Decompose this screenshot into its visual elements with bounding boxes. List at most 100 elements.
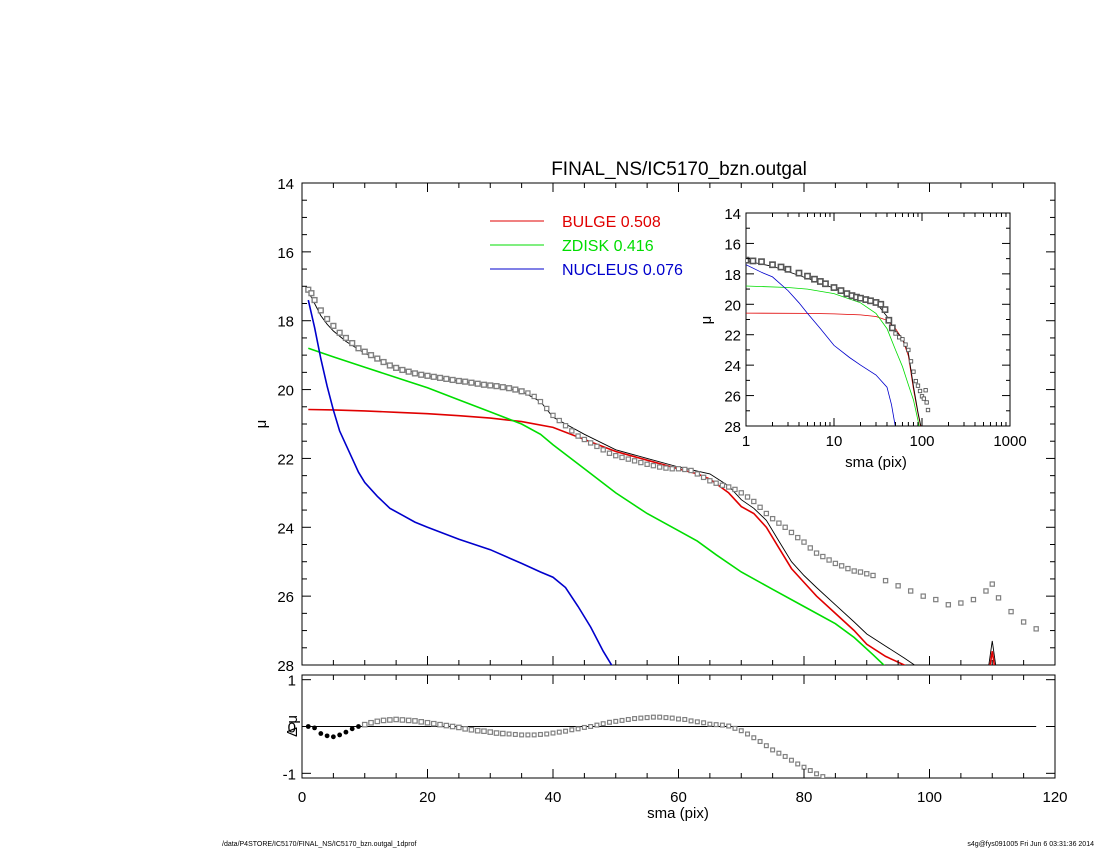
residual-data-point (481, 728, 487, 734)
data-point (324, 315, 331, 323)
data-point (801, 539, 807, 545)
data-point (933, 596, 939, 603)
data-point (776, 520, 782, 526)
data-point (305, 286, 312, 293)
inset-data-point (900, 337, 905, 342)
inset-data-point (857, 294, 864, 302)
inset-series-line-model-total (746, 260, 922, 426)
inset-data-point (915, 383, 921, 388)
residual-data-point (732, 725, 738, 731)
residual-y-tick-label: -1 (283, 766, 296, 783)
residual-data-point (537, 731, 543, 737)
inset-x-tick-label: 100 (909, 433, 934, 450)
data-point (845, 565, 851, 572)
legend-label-zdisk: ZDISK 0.416 (562, 238, 654, 255)
residual-data-point (600, 721, 606, 727)
data-point (613, 452, 619, 459)
residual-data-point (776, 750, 782, 756)
residual-data-point (713, 722, 719, 728)
data-point (468, 379, 475, 386)
data-point (864, 571, 870, 577)
residual-data-point (456, 724, 462, 731)
data-point (895, 583, 901, 589)
inset-y-tick-label: 14 (724, 206, 741, 223)
residual-data-point (701, 720, 707, 726)
x-axis-label: sma (pix) (647, 805, 709, 822)
residual-data-point (613, 718, 619, 724)
data-point (769, 515, 776, 522)
inset-data-point (911, 369, 916, 374)
data-point (411, 370, 419, 377)
main-panel: 14 16 18 20 22 24 26 28 μ (253, 176, 1056, 675)
inset-y-axis-label: μ (698, 316, 715, 325)
inset-plot-frame (745, 212, 1011, 427)
inset-data-point (758, 258, 765, 266)
residual-data-point (380, 717, 387, 724)
residual-data-point (468, 726, 475, 733)
data-point (757, 504, 763, 511)
data-point (374, 355, 381, 362)
inset-data-point (811, 275, 818, 283)
data-point (405, 368, 412, 375)
data-point (1033, 626, 1039, 632)
data-point (838, 563, 845, 569)
data-point (336, 329, 343, 336)
bulge-spike (989, 651, 996, 665)
data-point (544, 405, 550, 412)
data-point (1020, 619, 1027, 625)
data-point (688, 467, 694, 474)
residual-data-point (644, 715, 650, 721)
inset-data-point (908, 359, 914, 364)
y-tick-label: 20 (277, 383, 294, 400)
residual-data-point (368, 719, 374, 726)
inset-data-point (837, 287, 845, 294)
residual-data-point (318, 731, 324, 736)
residual-data-point (531, 732, 537, 738)
inset-data-point (921, 396, 927, 401)
series-line-model-total (307, 291, 916, 665)
inset-data-point (867, 297, 874, 305)
inset-series-line-zdisk (746, 285, 920, 426)
data-point (436, 374, 444, 381)
footer-file-path: /data/P4STORE/IC5170/FINAL_NS/IC5170_bzn… (222, 841, 417, 848)
inset-data-point (777, 263, 785, 271)
data-point (380, 358, 387, 366)
data-point (882, 577, 889, 584)
data-point (1008, 608, 1014, 615)
inset-y-tick-label: 16 (724, 236, 741, 253)
data-point (625, 456, 632, 462)
data-point (725, 484, 732, 490)
residual-data-point (638, 715, 644, 721)
data-point (505, 385, 513, 392)
data-point (480, 381, 488, 388)
data-point (424, 372, 431, 379)
inset-data-point (917, 388, 923, 394)
residual-data-point (782, 753, 788, 759)
residual-data-point (770, 747, 776, 753)
data-point (600, 447, 606, 453)
residual-data-point (657, 714, 663, 720)
residual-data-point (751, 735, 757, 741)
inset-x-tick-label: 10 (826, 433, 843, 450)
residual-data-point (449, 723, 456, 730)
inset-data-point (888, 324, 896, 332)
data-point (393, 364, 400, 371)
data-point (418, 371, 425, 378)
residual-data-point (763, 743, 769, 749)
data-point (682, 466, 688, 473)
residual-data-point (801, 764, 807, 770)
series-line-nucleus (307, 299, 613, 665)
data-point (512, 386, 519, 393)
data-point (751, 498, 757, 505)
data-point (782, 524, 788, 530)
data-point (399, 366, 406, 374)
data-point (330, 322, 337, 329)
residual-data-point (650, 714, 656, 720)
residual-data-point (330, 734, 336, 740)
residual-data-point (544, 731, 550, 737)
residual-data-point (399, 717, 406, 723)
data-point (569, 428, 575, 434)
inset-data-point (804, 272, 811, 280)
data-point (342, 334, 350, 342)
y-tick-label: 14 (277, 176, 294, 193)
